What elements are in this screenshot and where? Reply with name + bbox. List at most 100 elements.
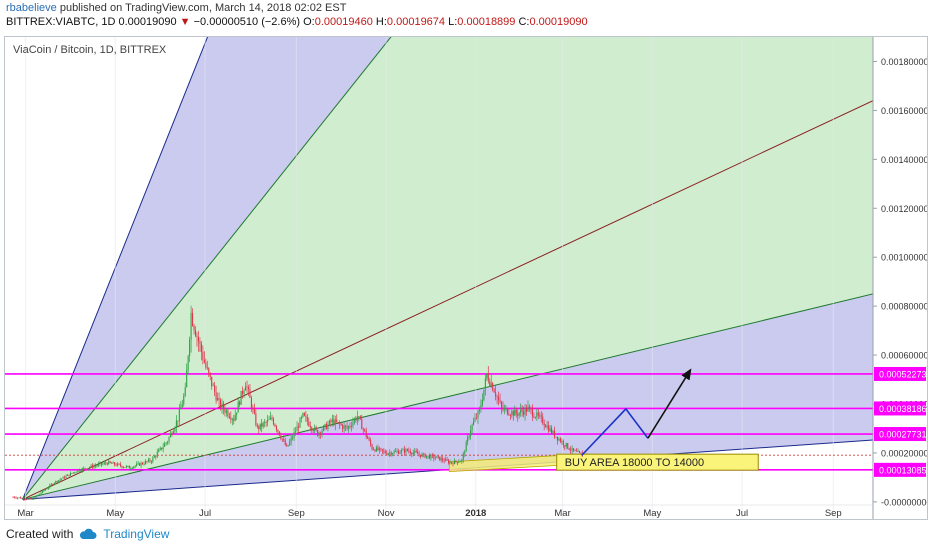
candle-129: [202, 351, 204, 360]
candle-222: [339, 422, 341, 425]
candle-25: [49, 484, 51, 488]
candle-363: [546, 425, 548, 428]
candle-350: [527, 406, 529, 412]
candle-325: [490, 383, 492, 386]
candle-37: [66, 474, 69, 476]
candle-362: [545, 425, 547, 428]
candle-367: [552, 430, 554, 434]
candle-182: [280, 435, 282, 439]
candle-65: [108, 461, 110, 465]
x-tick-label-9: Sep: [825, 508, 842, 519]
candle-148: [230, 417, 232, 420]
candle-248: [377, 447, 379, 451]
chart-panel[interactable]: BUY AREA 18000 TO 14000 0.00180000 0.0016…: [4, 36, 928, 520]
candle-358: [539, 415, 541, 417]
candle-282: [427, 455, 429, 457]
candle-218: [333, 419, 335, 425]
candle-20: [41, 490, 44, 493]
last-price: 0.00019090: [118, 16, 177, 28]
y-tick-label-6: 0.00060000: [881, 351, 927, 361]
candle-254: [386, 453, 388, 455]
candle-317: [478, 409, 480, 411]
candle-291: [440, 458, 442, 461]
candle-312: [471, 424, 473, 431]
candle-281: [425, 456, 428, 458]
candle-232: [353, 418, 355, 423]
projection-arrow: [647, 368, 692, 439]
projection-path: [581, 407, 649, 456]
candle-311: [470, 430, 472, 436]
candle-176: [271, 417, 273, 419]
candle-303: [458, 461, 460, 463]
candle-337: [508, 414, 510, 416]
candle-29: [55, 481, 57, 483]
tradingview-brand-link[interactable]: TradingView: [103, 527, 170, 541]
candle-289: [437, 456, 439, 458]
candle-342: [515, 409, 517, 414]
candle-193: [296, 426, 298, 432]
candle-19: [40, 492, 42, 494]
candle-384: [577, 451, 579, 453]
buy-area-label-box: [556, 453, 759, 471]
candle-216: [330, 420, 332, 423]
candle-287: [434, 457, 436, 459]
candle-32: [59, 479, 61, 481]
x-tick-label-2: Jul: [199, 508, 211, 519]
candle-9: [25, 499, 27, 501]
candle-150: [233, 419, 235, 421]
x-tick-label-0: Mar: [17, 508, 33, 519]
down-arrow-icon: ▼: [179, 16, 191, 28]
candle-315: [475, 417, 478, 419]
candle-256: [389, 452, 391, 454]
candle-155: [240, 390, 242, 405]
candle-295: [446, 459, 448, 461]
candle-38: [68, 474, 70, 476]
level-tag-1: [874, 366, 926, 381]
created-with-text: Created with: [6, 527, 74, 541]
candle-346: [521, 409, 523, 412]
candle-292: [442, 458, 444, 461]
candle-125: [196, 335, 198, 337]
candle-286: [433, 455, 435, 459]
candle-154: [239, 401, 241, 405]
candle-10: [27, 498, 29, 500]
candle-59: [99, 462, 101, 464]
candle-45: [78, 469, 80, 471]
candle-308: [465, 441, 467, 452]
candle-49: [84, 467, 86, 469]
candle-133: [208, 368, 210, 373]
candle-28: [53, 482, 55, 485]
candle-88: [142, 462, 144, 464]
candle-62: [103, 462, 105, 464]
low-value: 0.00018899: [457, 16, 516, 28]
candle-153: [237, 401, 239, 413]
candle-194: [297, 426, 300, 428]
candle-71: [117, 463, 119, 466]
published-text: published on TradingView.com, March 14, …: [59, 2, 347, 14]
candle-265: [402, 449, 404, 451]
price-chart[interactable]: BUY AREA 18000 TO 14000 0.00180000 0.0016…: [5, 37, 927, 519]
candle-385: [578, 451, 581, 453]
candle-159: [246, 386, 248, 388]
fan-ray-2: [22, 37, 392, 500]
candle-40: [71, 473, 73, 474]
candle-320: [483, 389, 485, 401]
candle-251: [381, 449, 383, 451]
candle-128: [200, 343, 202, 352]
candle-30: [56, 481, 58, 482]
candle-214: [327, 424, 329, 429]
candle-270: [409, 451, 411, 454]
candle-87: [140, 462, 142, 466]
candle-100: [159, 447, 161, 450]
candle-225: [343, 425, 345, 429]
x-tick-label-3: Sep: [288, 508, 305, 519]
candle-359: [540, 415, 542, 417]
candle-158: [245, 386, 247, 391]
candle-223: [340, 424, 342, 426]
candle-134: [209, 372, 211, 377]
candle-324: [489, 381, 491, 386]
candle-21: [43, 490, 45, 492]
author-link[interactable]: rbabelieve: [6, 2, 57, 14]
candle-253: [384, 451, 386, 454]
candle-18: [39, 493, 41, 495]
